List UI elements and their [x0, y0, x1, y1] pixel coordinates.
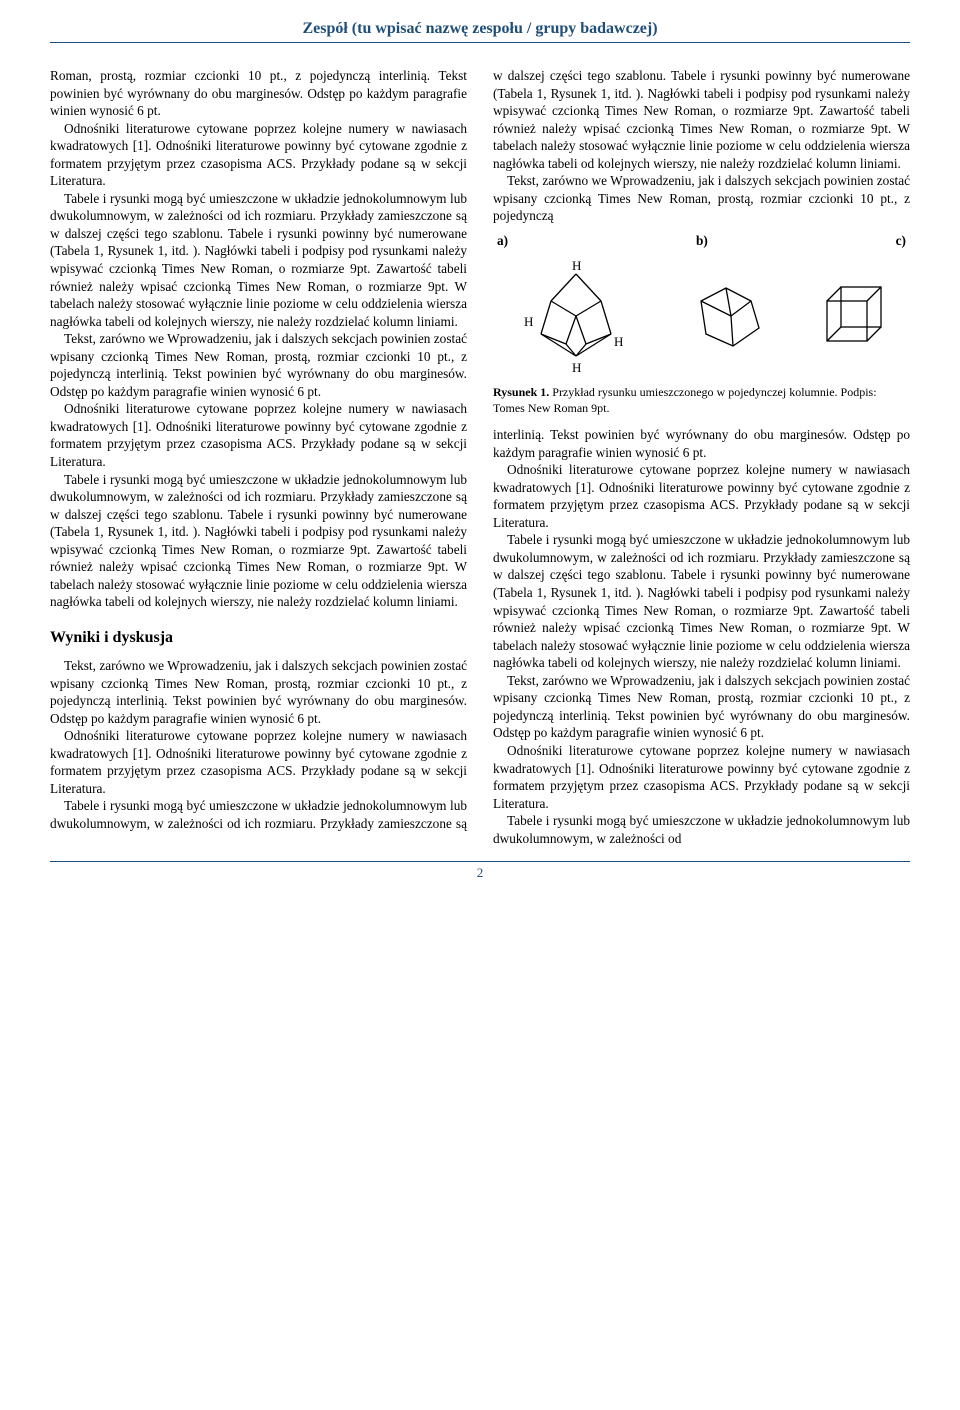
molecule-b-icon	[671, 266, 781, 366]
figure-label-a: a)	[497, 233, 508, 249]
molecule-c-icon	[807, 271, 897, 361]
body-paragraph: Odnośniki literaturowe cytowane poprzez …	[493, 742, 910, 812]
body-paragraph: Roman, prostą, rozmiar czcionki 10 pt., …	[50, 67, 467, 120]
body-paragraph: Tekst, zarówno we Wprowadzeniu, jak i da…	[493, 172, 910, 225]
two-column-body: Roman, prostą, rozmiar czcionki 10 pt., …	[50, 67, 910, 847]
body-paragraph: Tekst, zarówno we Wprowadzeniu, jak i da…	[50, 657, 467, 727]
atom-h-label: H	[572, 258, 581, 273]
figure-label-b: b)	[696, 233, 708, 249]
body-paragraph: Tekst, zarówno we Wprowadzeniu, jak i da…	[493, 672, 910, 742]
body-paragraph: Tabele i rysunki mogą być umieszczone w …	[493, 531, 910, 671]
body-paragraph: Odnośniki literaturowe cytowane poprzez …	[493, 461, 910, 531]
atom-h-label: H	[614, 334, 623, 349]
body-paragraph: Tabele i rysunki mogą być umieszczone w …	[493, 812, 910, 847]
body-paragraph: Tabele i rysunki mogą być umieszczone w …	[50, 471, 467, 611]
atom-h-label: H	[524, 314, 533, 329]
figure-label-c: c)	[896, 233, 906, 249]
body-paragraph: interlinią. Tekst powinien być wyrównany…	[493, 426, 910, 461]
figure-caption-text: Przykład rysunku umieszczonego w pojedyn…	[493, 385, 877, 415]
molecule-a-icon: H H H H	[506, 256, 646, 376]
atom-h-label: H	[572, 360, 581, 375]
body-paragraph: Tekst, zarówno we Wprowadzeniu, jak i da…	[50, 330, 467, 400]
body-paragraph: Odnośniki literaturowe cytowane poprzez …	[50, 120, 467, 190]
body-paragraph: Odnośniki literaturowe cytowane poprzez …	[50, 727, 467, 797]
body-paragraph: Odnośniki literaturowe cytowane poprzez …	[50, 400, 467, 470]
section-heading-results: Wyniki i dyskusja	[50, 629, 467, 647]
figure-caption: Rysunek 1. Przykład rysunku umieszczoneg…	[493, 385, 910, 416]
page-number: 2	[50, 861, 910, 881]
figure-1: a) b) c)	[493, 233, 910, 416]
page-header: Zespół (tu wpisać nazwę zespołu / grupy …	[50, 20, 910, 43]
figure-caption-label: Rysunek 1.	[493, 385, 549, 399]
body-paragraph: Tabele i rysunki mogą być umieszczone w …	[50, 190, 467, 330]
